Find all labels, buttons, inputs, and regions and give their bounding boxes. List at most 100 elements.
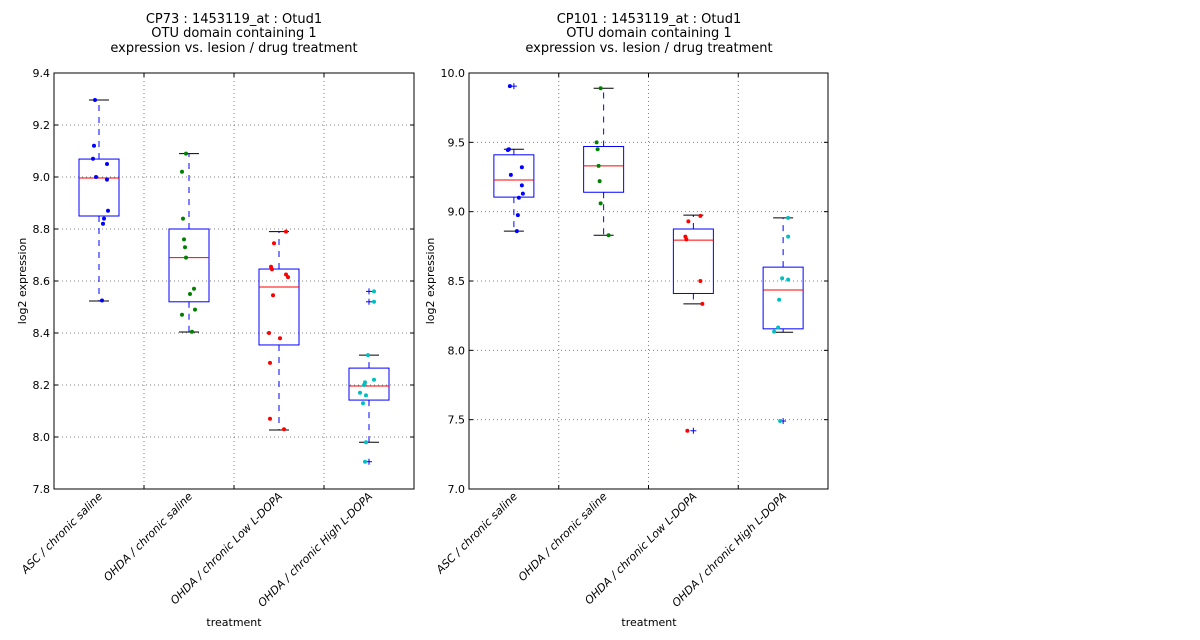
data-point [372, 289, 376, 294]
data-point [698, 213, 703, 218]
data-point [106, 208, 110, 213]
data-point [183, 245, 187, 250]
data-point [192, 286, 196, 291]
data-point [363, 459, 367, 464]
data-point [188, 292, 192, 296]
data-point [190, 329, 194, 334]
data-point [786, 215, 791, 220]
data-point [358, 390, 362, 395]
data-point [595, 147, 600, 152]
y-tick-label: 9.2 [33, 119, 51, 132]
box [168, 228, 210, 303]
data-point [364, 440, 368, 445]
data-point [519, 165, 524, 170]
data-point [698, 279, 703, 283]
data-point [700, 301, 705, 306]
chart-cp101: CP101 : 1453119_at : Otud1 OTU domain co… [424, 12, 829, 629]
data-point [93, 98, 97, 103]
data-point [786, 234, 791, 239]
data-point [364, 393, 368, 398]
data-point [100, 298, 104, 303]
data-point [516, 195, 521, 200]
y-tick-label: 7.0 [448, 483, 466, 496]
chart-title-line-3: expression vs. lesion / drug treatment [525, 41, 772, 56]
data-point [105, 162, 109, 166]
y-tick-label: 8.0 [448, 344, 466, 357]
data-point [94, 175, 98, 179]
data-point [92, 143, 96, 148]
data-point [91, 156, 95, 161]
data-point [282, 427, 286, 432]
data-point [520, 191, 525, 196]
data-point [777, 297, 782, 302]
data-point [786, 277, 791, 282]
data-point [268, 416, 272, 421]
y-tick-label: 8.4 [33, 327, 51, 340]
box [583, 145, 625, 193]
box [348, 367, 390, 401]
chart-cp73: CP73 : 1453119_at : Otud1 OTU domain con… [16, 12, 415, 629]
data-point [505, 147, 510, 152]
data-point [685, 428, 690, 433]
data-point [184, 255, 188, 260]
data-point [361, 401, 365, 406]
data-point [514, 229, 519, 234]
data-point [180, 169, 184, 174]
data-point [193, 307, 197, 312]
data-point [594, 140, 599, 145]
data-point [102, 216, 106, 221]
data-point [278, 336, 282, 341]
y-tick-label: 7.5 [448, 414, 466, 427]
data-point [101, 221, 105, 226]
data-point [181, 216, 185, 221]
data-point [776, 325, 781, 330]
y-tick-label: 10.0 [441, 67, 466, 80]
data-point [780, 276, 785, 281]
data-point [684, 237, 689, 242]
y-tick-label: 9.4 [33, 67, 51, 80]
data-point [286, 275, 290, 280]
data-point [267, 331, 271, 335]
data-point [686, 219, 691, 224]
data-point [508, 172, 513, 177]
data-point [597, 179, 602, 184]
y-tick-label: 9.0 [33, 171, 51, 184]
data-point [105, 177, 109, 182]
y-tick-label: 9.5 [448, 136, 466, 149]
chart-title-line-3: expression vs. lesion / drug treatment [110, 41, 357, 56]
x-tick-label: OHDA / chronic saline [516, 490, 610, 584]
data-point [372, 377, 376, 382]
plot-frame [468, 72, 829, 490]
data-point [284, 229, 288, 234]
data-point [598, 86, 603, 91]
y-tick-label: 7.8 [33, 483, 51, 496]
data-point [182, 237, 186, 242]
box [672, 228, 714, 294]
y-axis-label: log2 expression [424, 238, 437, 325]
x-axis-label: treatment [621, 616, 677, 629]
data-point [180, 312, 184, 317]
x-tick-label: OHDA / chronic saline [101, 490, 195, 584]
x-tick-label: ASC / chronic saline [18, 490, 105, 577]
box [78, 158, 120, 217]
box [258, 268, 300, 346]
y-tick-label: 8.8 [33, 223, 51, 236]
data-point [596, 163, 601, 168]
y-axis-label: log2 expression [16, 238, 29, 325]
chart-title-line-1: CP101 : 1453119_at : Otud1 [557, 12, 742, 27]
y-tick-label: 9.0 [448, 206, 466, 219]
data-point [606, 233, 611, 238]
chart-title-line-2: OTU domain containing 1 [151, 26, 316, 41]
data-point [270, 267, 274, 272]
data-point [271, 293, 275, 298]
y-tick-label: 8.0 [33, 431, 51, 444]
chart-title-line-2: OTU domain containing 1 [566, 26, 731, 41]
data-point [268, 360, 272, 365]
box [762, 266, 804, 330]
plot-frame [53, 72, 415, 490]
data-point [598, 201, 603, 206]
data-point [184, 151, 188, 156]
box [493, 154, 535, 198]
chart-title-line-1: CP73 : 1453119_at : Otud1 [146, 12, 322, 27]
data-point [507, 84, 512, 89]
